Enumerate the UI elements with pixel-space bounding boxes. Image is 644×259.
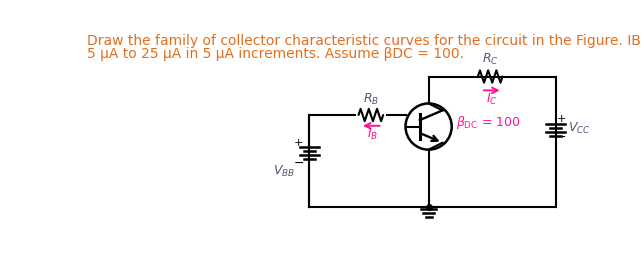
Text: +: +	[556, 114, 565, 124]
Text: 5 μA to 25 μA in 5 μA increments. Assume βDC = 100.: 5 μA to 25 μA in 5 μA increments. Assume…	[87, 47, 464, 61]
Text: −: −	[293, 157, 304, 170]
Text: $I_C$: $I_C$	[486, 92, 498, 107]
Text: $R_C$: $R_C$	[482, 52, 498, 67]
Text: −: −	[556, 131, 566, 144]
Text: $I_B$: $I_B$	[367, 127, 378, 142]
Text: $V_{CC}$: $V_{CC}$	[568, 121, 591, 136]
Text: $R_B$: $R_B$	[363, 92, 379, 107]
Text: $V_{BB}$: $V_{BB}$	[273, 163, 296, 179]
Text: Draw the family of collector characteristic curves for the circuit in the Figure: Draw the family of collector characteris…	[87, 34, 644, 48]
Text: $\beta_{\rm DC}$ = 100: $\beta_{\rm DC}$ = 100	[457, 114, 521, 131]
Text: +: +	[294, 139, 303, 148]
